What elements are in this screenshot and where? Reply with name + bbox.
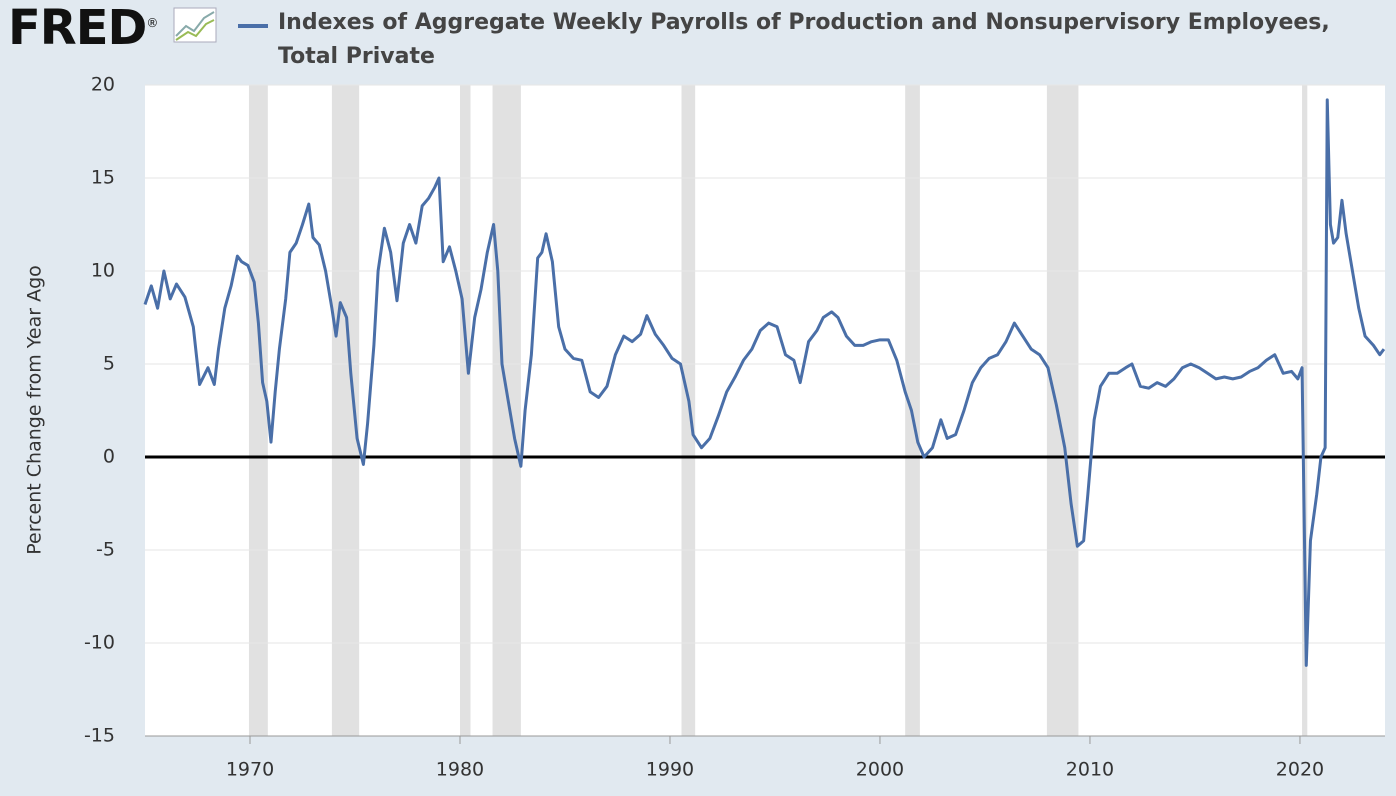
recession-band [681, 85, 696, 736]
y-tick-label: 5 [103, 353, 115, 375]
x-tick-label: 2020 [1276, 759, 1324, 781]
recession-band [492, 85, 521, 736]
y-tick-label: 20 [91, 74, 115, 96]
x-tick-label: 2010 [1066, 759, 1114, 781]
recession-band [1302, 85, 1308, 736]
logo: FRED® [8, 0, 158, 56]
x-tick-label: 1990 [646, 759, 694, 781]
y-tick-label: -15 [84, 725, 115, 747]
logo-icon-line [175, 19, 215, 41]
y-tick-label: 10 [91, 260, 115, 282]
recession-band [459, 85, 471, 736]
plot-area [145, 85, 1385, 736]
x-tick-label: 1970 [226, 759, 274, 781]
recession-band [1046, 85, 1079, 736]
logo-icon [173, 7, 217, 43]
y-tick-label: 0 [103, 446, 115, 468]
recession-band [248, 85, 268, 736]
logo-icon-line [175, 11, 215, 37]
y-tick-label: -10 [84, 632, 115, 654]
logo-text: FRED [8, 0, 147, 56]
x-tick-label: 1980 [436, 759, 484, 781]
logo-mark: ® [146, 16, 158, 30]
y-axis-label: Percent Change from Year Ago [24, 265, 46, 555]
x-tick-label: 2000 [856, 759, 904, 781]
y-tick-label: 15 [91, 167, 115, 189]
y-tick-label: -5 [96, 539, 115, 561]
series-line [143, 98, 1386, 667]
chart-title: Indexes of Aggregate Weekly Payrolls of … [278, 10, 1330, 69]
